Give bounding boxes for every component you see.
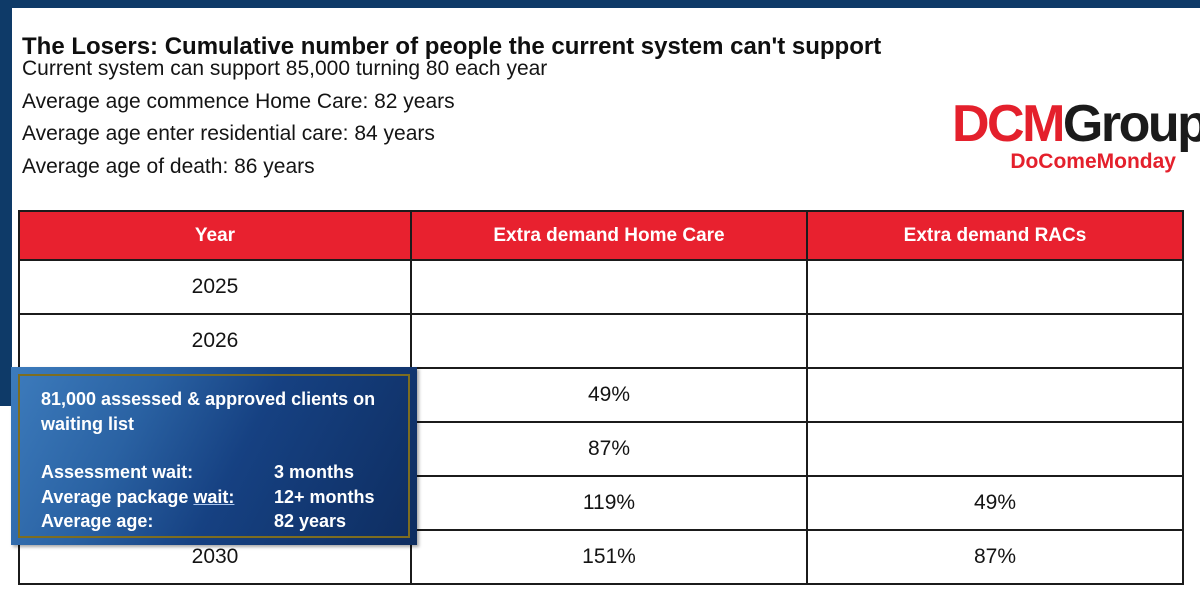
top-accent-bar: [0, 0, 1200, 8]
waiting-list-callout-inner: 81,000 assessed & approved clients on wa…: [18, 374, 410, 538]
callout-stat-row: Assessment wait: 3 months: [41, 460, 396, 485]
column-header-racs: Extra demand RACs: [806, 210, 1184, 261]
dcm-group-logo: DCMGroup DoComeMonday: [952, 95, 1200, 174]
racs-cell: [806, 313, 1184, 369]
home-care-cell: [410, 313, 808, 369]
home-care-cell: [410, 259, 808, 315]
column-header-year: Year: [18, 210, 412, 261]
callout-stats: Assessment wait: 3 months Average packag…: [41, 460, 396, 534]
year-cell: 2025: [18, 259, 412, 315]
racs-cell: 49%: [806, 475, 1184, 531]
logo-group-text: Group: [1062, 95, 1200, 153]
stat-label: Average package wait:: [41, 485, 274, 510]
home-care-cell: 49%: [410, 367, 808, 423]
home-care-cell: 119%: [410, 475, 808, 531]
table-row: 2025: [18, 259, 1184, 315]
subtitle-line: Average age enter residential care: 84 y…: [22, 122, 435, 145]
logo-dcm-text: DCM: [952, 95, 1065, 153]
subtitle-block: Current system can support 85,000 turnin…: [22, 53, 547, 183]
stat-value: 12+ months: [274, 486, 375, 507]
stat-value: 82 years: [274, 511, 347, 531]
table-header-row: Year Extra demand Home Care Extra demand…: [18, 210, 1184, 261]
callout-stat-row: Average package wait: 12+ months: [41, 485, 396, 510]
logo-tagline: DoComeMonday: [1010, 150, 1176, 173]
racs-cell: [806, 259, 1184, 315]
year-cell: 2026: [18, 313, 412, 369]
column-header-home-care: Extra demand Home Care: [410, 210, 808, 261]
extra-demand-table: Year Extra demand Home Care Extra demand…: [18, 210, 1184, 585]
logo-wordmark: DCMGroup: [952, 95, 1200, 153]
racs-cell: [806, 367, 1184, 423]
racs-cell: 87%: [806, 529, 1184, 585]
home-care-cell: 151%: [410, 529, 808, 585]
stat-label: Assessment wait:: [41, 462, 194, 482]
stat-label-main: Average package: [41, 486, 194, 507]
callout-stat-row: Average age: 82 years: [41, 509, 396, 534]
subtitle-line: Average age of death: 86 years: [22, 154, 315, 178]
stat-label-underlined: wait:: [193, 486, 235, 507]
subtitle-line: Current system can support 85,000 turnin…: [22, 57, 548, 80]
subtitle-line: Average age commence Home Care: 82 years: [22, 89, 455, 113]
racs-cell: [806, 421, 1184, 477]
stat-label: Average age:: [41, 511, 154, 531]
home-care-cell: 87%: [410, 421, 808, 477]
waiting-list-callout: 81,000 assessed & approved clients on wa…: [11, 367, 417, 545]
page-title: The Losers: Cumulative number of people …: [22, 33, 882, 61]
left-accent-bar: [0, 0, 12, 406]
table-row: 2026: [18, 313, 1184, 369]
stat-value: 3 months: [274, 462, 355, 482]
callout-heading: 81,000 assessed & approved clients on wa…: [41, 389, 376, 434]
